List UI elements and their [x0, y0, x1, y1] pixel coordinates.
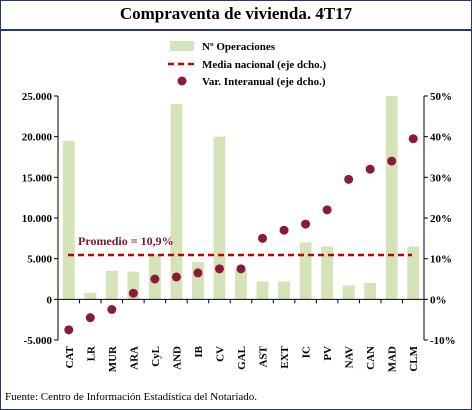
- bar-MAD: [385, 96, 398, 300]
- dot-AND: [171, 272, 181, 282]
- x-tick-label-CyL: CyL: [150, 346, 162, 367]
- x-tick-label-CLM: CLM: [408, 345, 420, 371]
- source-note: Fuente: Centro de Información Estadístic…: [5, 391, 258, 403]
- left-tick-label: 10.000: [22, 213, 53, 225]
- left-tick-label: 15.000: [22, 172, 53, 184]
- x-tick-label-EXT: EXT: [279, 345, 291, 368]
- legend-label-var: Var. Interanual (eje dcho.): [202, 76, 326, 88]
- dot-CAT: [64, 325, 74, 335]
- dot-IB: [193, 268, 203, 278]
- dot-IC: [301, 219, 311, 229]
- left-tick-label: 25.000: [22, 91, 53, 103]
- chart-title: Compraventa de vivienda. 4T17: [119, 4, 353, 23]
- dot-CyL: [150, 274, 160, 284]
- bar-AST: [256, 281, 269, 300]
- dot-PV: [322, 205, 332, 215]
- right-tick-label: 0%: [430, 294, 447, 306]
- bar-IC: [299, 242, 312, 300]
- x-tick-label-MUR: MUR: [107, 345, 119, 372]
- dot-ARA: [128, 288, 138, 298]
- legend-label-operaciones: Nº Operaciones: [202, 41, 276, 53]
- dot-LR: [85, 313, 95, 323]
- left-tick-label: 5.000: [27, 254, 52, 266]
- dot-CLM: [408, 134, 418, 144]
- right-tick-label: 50%: [430, 91, 452, 103]
- x-tick-label-AST: AST: [258, 345, 270, 367]
- legend-swatch-operaciones: [170, 41, 194, 51]
- bar-CAN: [364, 283, 377, 300]
- legend-swatch-var: [177, 76, 187, 86]
- dot-NAV: [344, 174, 354, 184]
- x-tick-label-CAN: CAN: [365, 346, 377, 370]
- average-annotation: Promedio = 10,9%: [78, 234, 174, 248]
- dot-MUR: [107, 305, 117, 314]
- bar-CLM: [407, 246, 420, 300]
- bar-IB: [192, 261, 204, 300]
- dot-EXT: [279, 225, 289, 235]
- x-tick-label-MAD: MAD: [387, 346, 399, 372]
- bar-GAL: [235, 269, 247, 300]
- bar-CV: [213, 136, 226, 300]
- left-tick-label: -5.000: [24, 335, 53, 347]
- bar-MUR: [105, 270, 118, 300]
- left-tick-label: 20.000: [22, 132, 53, 144]
- x-tick-label-CV: CV: [214, 346, 226, 362]
- x-tick-label-NAV: NAV: [344, 346, 356, 368]
- x-tick-label-IB: IB: [193, 345, 205, 357]
- x-tick-label-PV: PV: [322, 346, 334, 361]
- dot-GAL: [236, 264, 246, 274]
- x-tick-label-GAL: GAL: [236, 346, 248, 370]
- legend-label-media: Media nacional (eje dcho.): [202, 59, 326, 71]
- dot-CV: [214, 264, 224, 274]
- bar-AND: [170, 104, 183, 300]
- bar-NAV: [342, 285, 355, 300]
- right-tick-label: 10%: [430, 254, 452, 266]
- bar-LR: [84, 292, 97, 300]
- x-tick-label-IC: IC: [301, 346, 313, 358]
- dot-CAN: [365, 164, 375, 174]
- bar-CAT: [62, 140, 75, 300]
- right-tick-label: 30%: [430, 172, 452, 184]
- x-tick-label-AND: AND: [171, 346, 183, 370]
- right-tick-label: -10%: [430, 335, 456, 347]
- right-tick-label: 20%: [430, 213, 452, 225]
- bar-PV: [321, 246, 334, 300]
- dot-MAD: [387, 156, 397, 166]
- bar-EXT: [278, 281, 290, 300]
- title-bar: Compraventa de vivienda. 4T17: [1, 1, 471, 31]
- dot-AST: [258, 233, 268, 243]
- x-tick-label-LR: LR: [85, 345, 97, 361]
- right-tick-label: 40%: [430, 132, 452, 144]
- bar-ARA: [127, 271, 140, 300]
- x-tick-label-CAT: CAT: [64, 345, 76, 368]
- left-tick-label: 0: [47, 294, 53, 306]
- x-tick-label-ARA: ARA: [128, 346, 140, 370]
